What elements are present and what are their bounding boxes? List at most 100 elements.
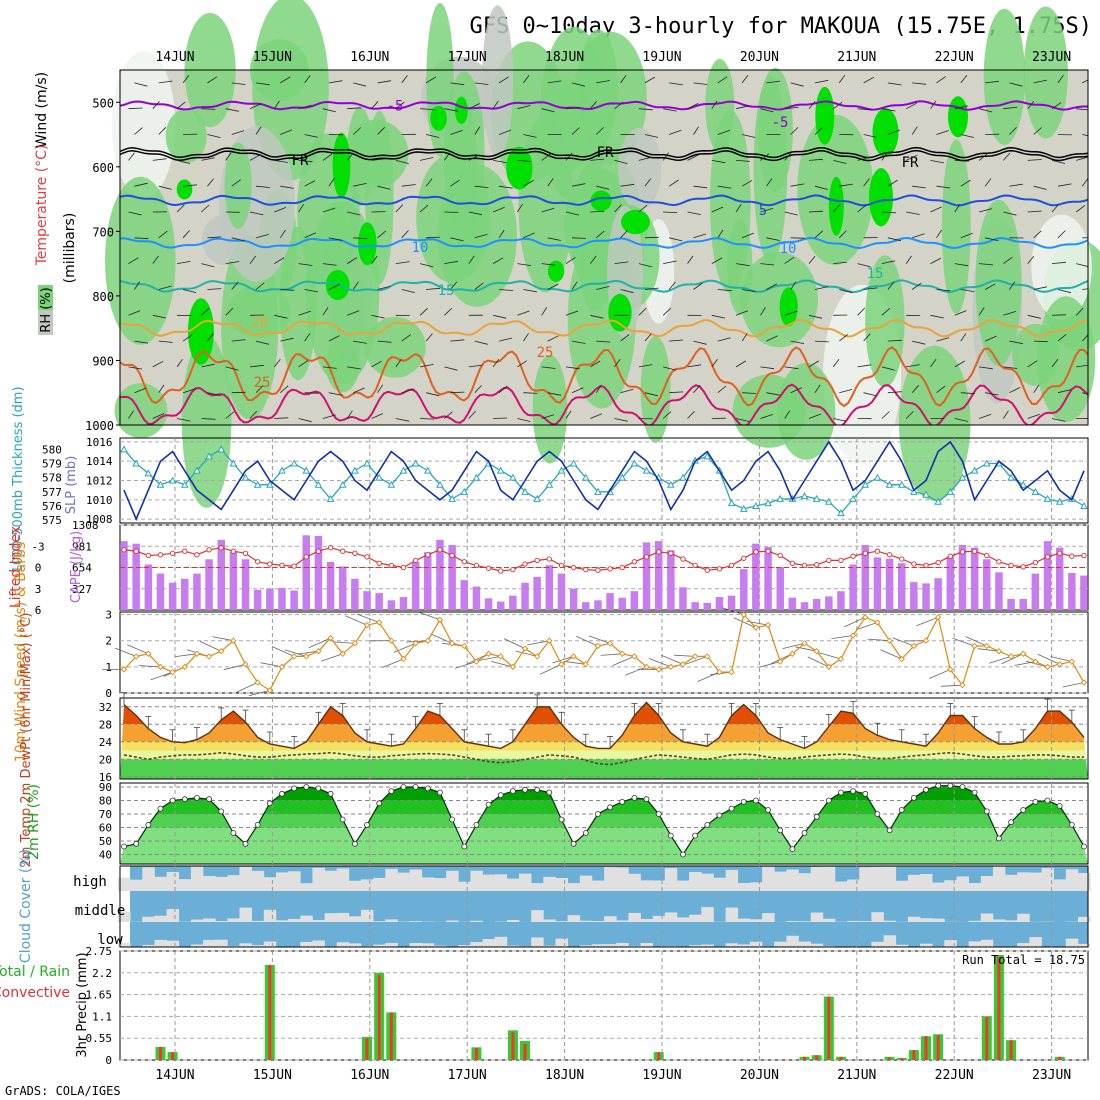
wind-barb xyxy=(371,255,378,264)
rh-point xyxy=(181,796,188,803)
li-point xyxy=(1032,559,1039,566)
wind-barb xyxy=(571,127,580,135)
pressure-tick: 900 xyxy=(92,354,114,368)
rh-saturated-region xyxy=(187,298,214,365)
wind-barb xyxy=(590,158,605,161)
rh-region xyxy=(898,345,971,501)
wind-barb xyxy=(576,635,599,647)
wind-speed-point xyxy=(1080,679,1088,686)
pressure-tick: 700 xyxy=(92,225,114,239)
cloud-high-bar xyxy=(458,881,471,891)
cape-bar xyxy=(606,593,614,610)
isotherm-label: FR xyxy=(597,145,614,161)
li-point xyxy=(437,547,443,553)
wind-barb xyxy=(284,649,307,657)
precip-tick: 1.1 xyxy=(92,1010,112,1023)
wind-barb xyxy=(430,633,453,644)
wind-speed-point xyxy=(959,682,966,689)
cloud-high-bar xyxy=(871,866,884,891)
cape-bar xyxy=(837,591,845,610)
li-point xyxy=(656,549,662,555)
credit-text: GrADS: COLA/IGES xyxy=(5,1084,121,1098)
wind-barb xyxy=(547,80,562,84)
wind-barb xyxy=(620,74,627,84)
wind-barb xyxy=(620,388,634,394)
cloud-low-bar xyxy=(494,936,508,947)
wind-speed-point xyxy=(777,658,784,665)
cape-bar xyxy=(618,597,626,610)
cloud-high-bar xyxy=(190,866,204,891)
cloud-middle-bar xyxy=(762,913,775,922)
rh-point xyxy=(1032,799,1039,805)
rh-point xyxy=(728,805,735,812)
wind-barb xyxy=(711,257,723,264)
wind-barb xyxy=(887,179,898,187)
wind-barb xyxy=(201,418,216,420)
wind-barb xyxy=(960,75,968,84)
wind-barb xyxy=(134,340,149,344)
cloud-high-bar xyxy=(725,869,739,891)
isotherm-label: -5 xyxy=(772,115,789,131)
isotherm-label: 5 xyxy=(759,203,767,219)
wind-barb xyxy=(207,392,221,397)
wind-barb xyxy=(128,152,135,161)
wind-barb xyxy=(328,335,340,342)
wind-barb xyxy=(127,644,149,655)
wind-barb xyxy=(661,654,684,665)
wind-barb xyxy=(1057,183,1072,187)
cloud-panel: high middle low Cloud Cover (%) xyxy=(18,849,1091,963)
wind-barb xyxy=(201,108,216,110)
cape-bar xyxy=(740,569,748,610)
wind-barb xyxy=(1033,230,1042,239)
wind-barb xyxy=(833,418,847,422)
cape-bar xyxy=(1055,547,1064,610)
cloud-middle-bar xyxy=(300,915,313,922)
cloud-high-bar xyxy=(433,878,447,891)
wind-barb xyxy=(839,289,853,294)
wind-barb xyxy=(760,263,775,266)
rh-point xyxy=(996,835,1002,842)
precip-convective-bar xyxy=(268,964,272,1060)
li-point xyxy=(340,548,346,554)
cloud-middle-bar xyxy=(409,921,423,922)
wind-barb xyxy=(839,183,853,187)
li-point xyxy=(595,567,601,573)
wind-barb xyxy=(867,638,890,642)
li-tick: -3 xyxy=(31,540,44,553)
wind-barb xyxy=(663,366,677,371)
x-tick-top: 19JUN xyxy=(642,50,681,65)
wind-speed-point xyxy=(740,611,747,618)
thickness-tick: 577 xyxy=(42,486,62,499)
wind-speed-point xyxy=(910,642,918,650)
wind-barb xyxy=(249,410,257,419)
cloud-high-bar xyxy=(737,883,751,891)
wind-speed-point xyxy=(643,663,650,671)
cloud-low-bar xyxy=(689,945,702,947)
li-point xyxy=(388,562,394,569)
wind-barb xyxy=(571,82,585,87)
li-point xyxy=(899,556,905,562)
precip-convective-bar xyxy=(171,1052,175,1060)
thickness-point xyxy=(557,466,566,474)
cloud-low-bar xyxy=(810,943,824,947)
wind-barb xyxy=(1027,210,1042,213)
wind-barb xyxy=(984,283,996,290)
cloud-low-bar xyxy=(300,941,313,947)
cloud-high-bar xyxy=(203,876,216,891)
rh-point xyxy=(582,830,589,836)
wind-barb xyxy=(1001,653,1024,665)
isotherm--5 xyxy=(120,100,1088,111)
wind-barb xyxy=(345,615,368,626)
wind-barb xyxy=(1003,106,1018,110)
cloud-high-bar xyxy=(130,879,143,891)
wind-barb xyxy=(523,180,534,187)
slp-axis-label: SLP (mb) xyxy=(64,456,79,515)
rh-point xyxy=(801,830,808,836)
rh-saturated-region xyxy=(332,132,351,198)
rh-saturated-region xyxy=(869,168,893,227)
rh-point xyxy=(291,785,298,792)
wind-barb xyxy=(844,616,866,628)
wind-barb xyxy=(978,413,992,419)
wind-speed-point xyxy=(388,637,395,644)
cloud-low-bar xyxy=(920,943,933,947)
